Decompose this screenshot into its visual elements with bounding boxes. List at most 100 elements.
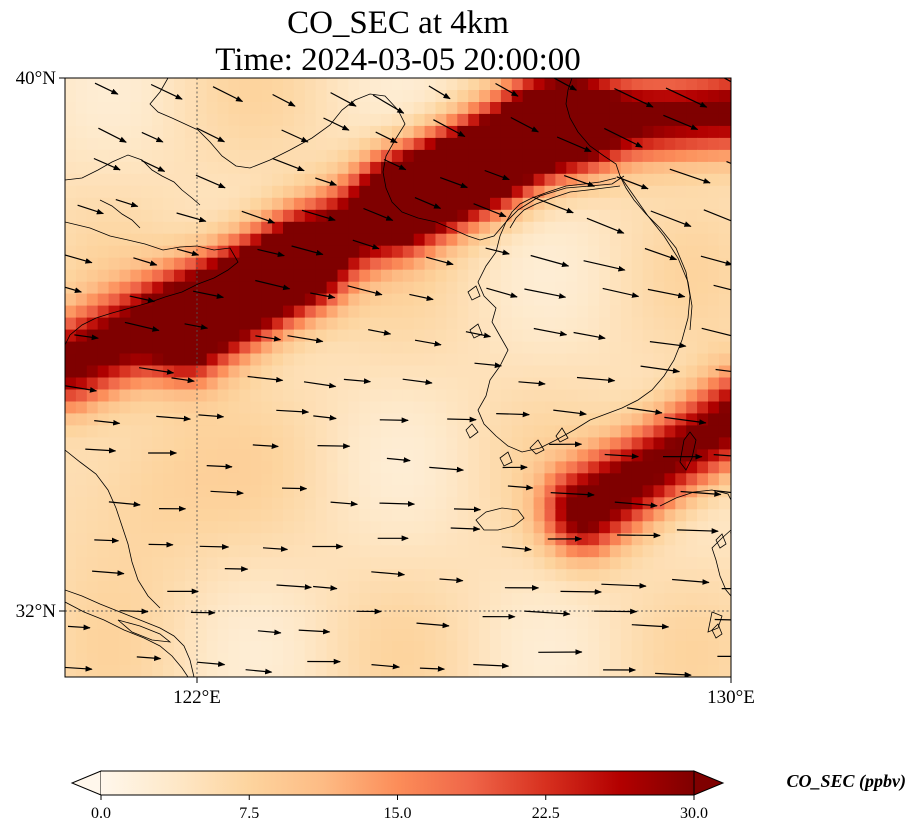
- field-cell: [533, 449, 546, 463]
- field-cell: [304, 102, 317, 115]
- wind-arrow: [379, 417, 409, 424]
- field-cell: [686, 221, 698, 235]
- field-cell: [65, 617, 77, 630]
- field-cell: [261, 209, 273, 223]
- field-cell: [599, 497, 611, 511]
- field-cell: [620, 221, 633, 235]
- field-cell: [653, 341, 666, 355]
- field-cell: [413, 437, 426, 451]
- field-cell: [544, 137, 557, 151]
- field-cell: [337, 245, 350, 259]
- field-cell: [402, 473, 415, 487]
- field-cell: [403, 689, 415, 702]
- wind-arrow: [245, 668, 273, 675]
- field-cell: [446, 665, 459, 677]
- field-cell: [642, 449, 655, 463]
- wind-arrow: [94, 537, 120, 544]
- field-cell: [729, 641, 731, 654]
- field-cell: [620, 329, 633, 343]
- field-cell: [370, 329, 382, 343]
- field-cell: [174, 125, 186, 139]
- field-cell: [141, 221, 153, 235]
- field-cell: [446, 197, 459, 211]
- field-cell: [642, 353, 655, 367]
- field-cell: [141, 641, 153, 654]
- field-cell: [446, 401, 459, 415]
- field-cell: [686, 149, 698, 163]
- field-cell: [653, 161, 666, 175]
- field-cell: [141, 533, 153, 546]
- field-cell: [424, 113, 437, 127]
- field-cell: [348, 617, 361, 630]
- field-cell: [686, 269, 698, 283]
- field-cell: [326, 377, 339, 391]
- field-cell: [217, 102, 230, 115]
- field-cell: [544, 161, 557, 175]
- field-cell: [174, 461, 186, 475]
- field-cell: [195, 509, 208, 523]
- field-cell: [402, 137, 415, 151]
- field-cell: [163, 629, 175, 642]
- field-cell: [381, 269, 393, 283]
- field-cell: [609, 425, 622, 439]
- field-cell: [609, 377, 622, 391]
- field-cell: [152, 521, 164, 535]
- field-cell: [500, 641, 513, 654]
- wind-arrow: [184, 323, 209, 330]
- field-cell: [500, 593, 513, 606]
- field-cell: [381, 305, 393, 319]
- field-cell: [119, 233, 132, 247]
- field-cell: [642, 437, 655, 451]
- field-cell: [337, 629, 350, 642]
- field-cell: [653, 437, 666, 451]
- field-cell: [184, 665, 197, 677]
- field-cell: [152, 305, 164, 319]
- field-cell: [512, 677, 524, 690]
- field-cell: [272, 557, 284, 570]
- field-cell: [599, 281, 611, 295]
- field-cell: [304, 389, 317, 403]
- field-cell: [174, 425, 186, 439]
- wind-arrow: [257, 629, 282, 636]
- field-cell: [708, 257, 720, 271]
- field-cell: [293, 281, 306, 295]
- field-cell: [293, 257, 306, 271]
- field-cell: [359, 209, 371, 223]
- field-cell: [65, 569, 66, 582]
- field-cell: [577, 90, 589, 103]
- field-cell: [424, 137, 437, 151]
- field-cell: [65, 90, 77, 103]
- field-cell: [174, 78, 186, 91]
- field-cell: [620, 78, 633, 79]
- field-cell: [174, 137, 186, 151]
- field-cell: [261, 461, 273, 475]
- field-cell: [708, 173, 720, 187]
- field-cell: [729, 245, 731, 259]
- field-cell: [359, 305, 371, 319]
- field-cell: [261, 269, 273, 283]
- field-cell: [697, 461, 709, 475]
- field-cell: [621, 677, 633, 690]
- field-cell: [697, 389, 709, 403]
- field-cell: [348, 197, 361, 211]
- field-cell: [446, 317, 459, 331]
- field-cell: [686, 677, 698, 690]
- field-cell: [65, 245, 66, 259]
- field-cell: [729, 221, 731, 235]
- field-cell: [555, 173, 568, 187]
- field-cell: [413, 125, 426, 139]
- field-cell: [522, 317, 535, 331]
- field-cell: [195, 78, 208, 91]
- field-cell: [457, 509, 469, 523]
- field-cell: [261, 173, 273, 187]
- field-cell: [65, 401, 77, 415]
- field-cell: [130, 509, 143, 523]
- field-cell: [152, 485, 164, 499]
- field-cell: [435, 401, 448, 415]
- field-cell: [206, 605, 219, 618]
- field-cell: [533, 557, 546, 570]
- field-cell: [599, 233, 611, 247]
- field-cell: [468, 401, 480, 415]
- field-cell: [206, 365, 219, 379]
- field-cell: [402, 317, 415, 331]
